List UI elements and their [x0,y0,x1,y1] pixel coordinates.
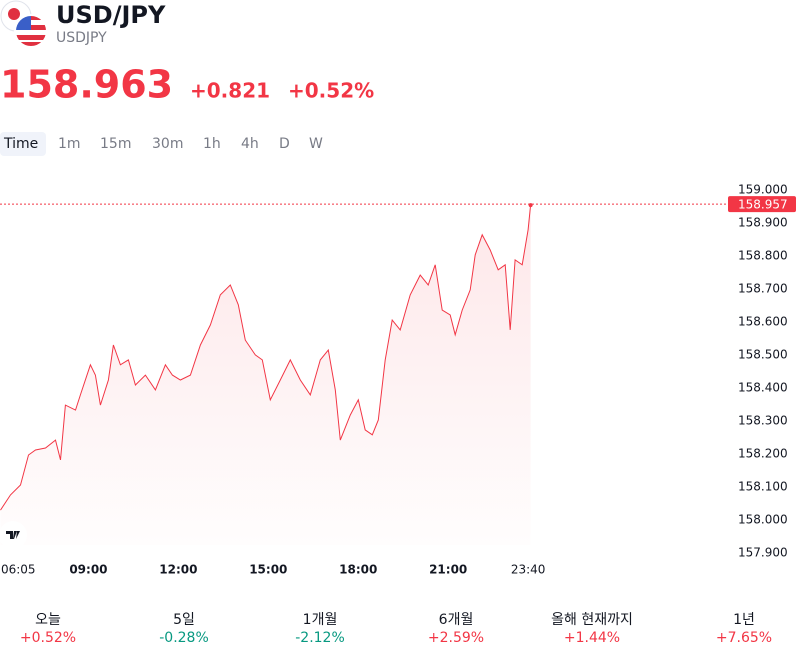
price-area [0,205,531,545]
stat-value: +2.59% [428,630,484,646]
performance-stats: 오늘 +0.52% 5일 -0.28% 1개월 -2.12% 6개월 +2.59% 올해 현재까… [20,612,772,646]
stat-label: 1개월 [303,612,338,628]
y-tick-label: 159.000 [738,182,788,196]
y-tick-label: 158.500 [738,347,788,361]
y-tick-label: 158.100 [738,479,788,493]
timeframe-tabs: Time 1m 15m 30m 1h 4h D W [0,132,323,156]
stat-label: 6개월 [439,612,474,628]
stat-value: +7.65% [716,630,772,646]
price: 158.963 [0,63,173,107]
stat-label: 1년 [733,612,755,628]
y-tick-label: 158.700 [738,281,788,295]
x-tick-label: 06:05 [1,563,36,577]
timeframe-selected-bg [0,132,46,156]
y-tick-label: 157.900 [738,546,788,560]
symbol-title: USD/JPY [56,1,166,29]
y-tick-label: 158.400 [738,380,788,394]
y-tick-label: 158.800 [738,248,788,262]
price-change-percent: +0.52% [288,79,374,103]
timeframe-tab[interactable]: W [309,136,323,152]
stat-value: -0.28% [159,630,209,646]
x-tick-label: 09:00 [69,563,107,577]
last-price-badge [728,196,796,213]
price-line [0,205,532,511]
stat-value: +0.52% [20,630,76,646]
x-tick-label: 18:00 [339,563,377,577]
price-chart: 157.900 158.000 158.100 158.200 158.300 158.4… [0,182,796,577]
timeframe-tab[interactable]: 15m [100,136,131,152]
timeframe-tab[interactable]: Time [3,136,38,152]
y-tick-label: 158.300 [738,413,788,427]
x-tick-label: 12:00 [159,563,197,577]
timeframe-tab[interactable]: 4h [241,136,259,152]
timeframe-tab[interactable]: 30m [152,136,183,152]
stat-label: 오늘 [35,612,61,628]
price-change: +0.821 [190,79,270,103]
timeframe-tab[interactable]: 1m [58,136,81,152]
symbol-code: USDJPY [56,30,107,46]
x-tick-label: 23:40 [511,563,546,577]
stat-label: 5일 [173,612,195,628]
timeframe-tab[interactable]: D [279,136,290,152]
stat-value: -2.12% [295,630,345,646]
y-tick-label: 158.200 [738,446,788,460]
y-tick-label: 158.000 [738,512,788,526]
x-tick-label: 15:00 [249,563,287,577]
stat-label: 올해 현재까지 [551,612,633,628]
currency-flags [0,0,48,48]
y-tick-label: 158.600 [738,314,788,328]
last-price-label: 158.957 [738,198,788,212]
stat-value: +1.44% [564,630,620,646]
x-tick-label: 21:00 [429,563,467,577]
tradingview-logo [0,521,27,549]
timeframe-tab[interactable]: 1h [203,136,221,152]
y-tick-label: 158.900 [738,215,788,229]
